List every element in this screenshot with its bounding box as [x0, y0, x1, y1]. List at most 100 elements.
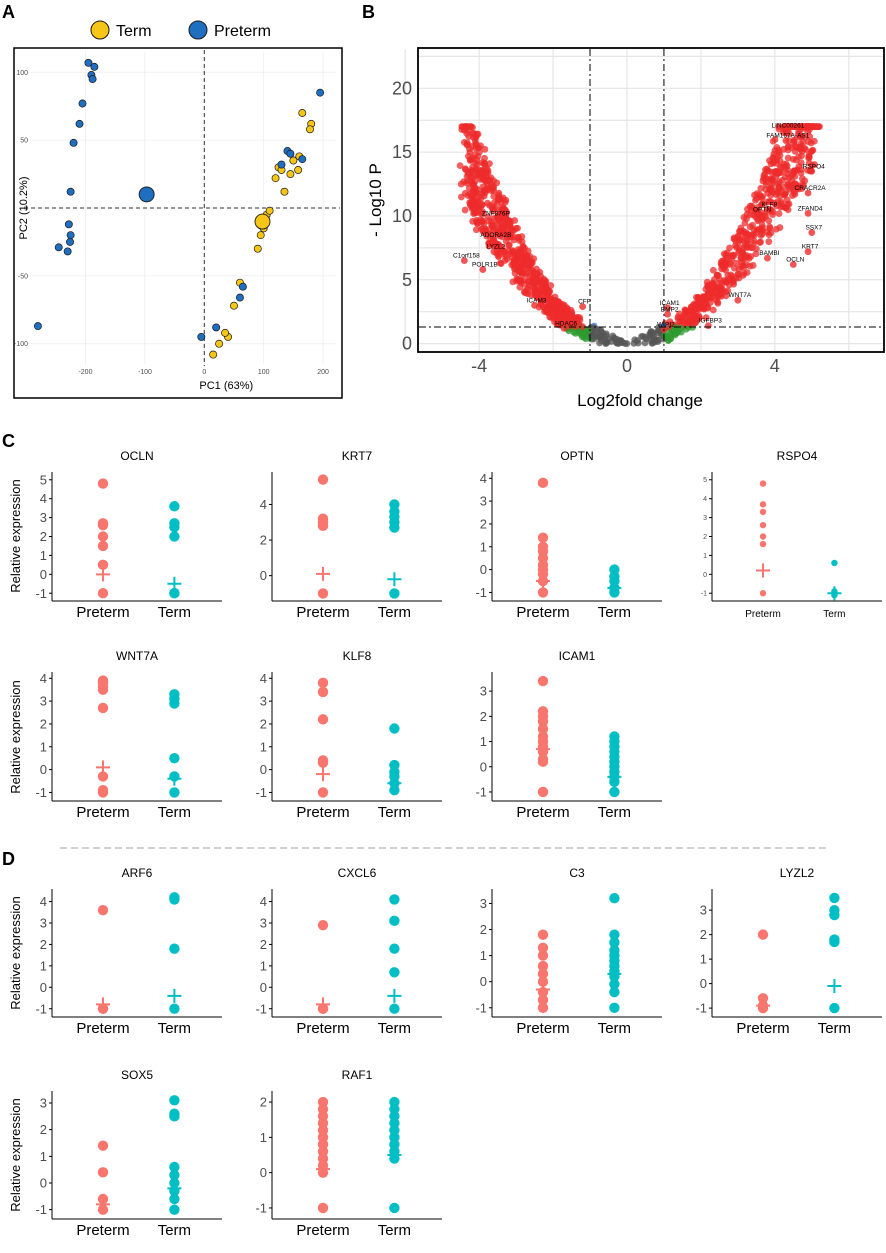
dotplot-y-tick-label: 3	[40, 694, 47, 709]
volcano-point	[542, 288, 550, 296]
dotplot-y-tick-label: 1	[40, 739, 47, 754]
dotplot-category-term: Term	[378, 1222, 411, 1239]
volcano-point	[724, 271, 732, 279]
volcano-point	[722, 278, 730, 285]
dotplot-y-tick-label: 3	[40, 510, 47, 525]
dotplot-point-preterm	[537, 960, 549, 972]
volcano-point	[469, 174, 477, 181]
volcano-point	[619, 339, 627, 347]
dotplot-point-preterm	[317, 686, 329, 698]
dotplot-y-tick-label: 1	[40, 548, 47, 563]
dotplot-y-tick-label: 3	[480, 684, 487, 699]
dotplot-point-preterm	[759, 521, 767, 529]
pca-y-tick-label: 0	[24, 206, 28, 213]
dotplot-y-tick-label: 0	[260, 568, 267, 583]
dotplot-y-tick-label: -1	[255, 1200, 267, 1215]
dotplot-category-preterm: Preterm	[76, 804, 129, 821]
volcano-point	[527, 261, 535, 268]
volcano-point	[521, 276, 528, 284]
dotplot-y-tick-label: 2	[260, 1095, 267, 1110]
volcano-point	[547, 314, 555, 321]
volcano-point	[806, 133, 814, 141]
dotplot-y-tick-label: 3	[700, 903, 707, 918]
pca-point-term	[280, 187, 289, 196]
pca-x-tick-label: 100	[258, 369, 270, 376]
volcano-point	[795, 128, 803, 136]
dotplot-point-preterm	[97, 540, 109, 552]
pca-x-tick-label: 0	[202, 369, 206, 376]
dotplot-point-preterm	[537, 950, 549, 961]
volcano-point	[771, 169, 779, 177]
dotplot-y-tick-label: 0	[480, 759, 487, 774]
volcano-point	[484, 213, 492, 221]
dotplot-point-preterm	[759, 480, 767, 487]
dotplot-category-term: Term	[598, 1020, 631, 1037]
dotplot-point-term	[169, 943, 180, 954]
dotplot-y-tick-label: 4	[40, 671, 47, 686]
volcano-gene-label: ICAM3	[527, 297, 547, 304]
volcano-gene-label: OCLN	[786, 256, 804, 263]
panel-d: ARF6 -1 0 1 2 3 4 Preterm Term CXCL6 -1 0 1 2 3 4 Preter…	[8, 866, 882, 1239]
volcano-point	[661, 332, 669, 339]
dotplot-category-preterm: Preterm	[516, 1020, 569, 1037]
volcano-point	[791, 180, 799, 187]
volcano-gene-label: ZFAND4	[798, 205, 823, 212]
dotplot-y-tick-label: 2	[40, 716, 47, 731]
dotplot-point-term	[609, 929, 620, 940]
volcano-point	[764, 198, 771, 206]
pca-point-preterm	[33, 322, 42, 331]
pca-frame	[13, 47, 343, 399]
pca-y-tick-label: -50	[18, 273, 28, 280]
dotplot-title: RAF1	[342, 1068, 373, 1082]
dotplot-y-tick-label: 1	[260, 739, 267, 754]
dotplot-point-term	[829, 892, 840, 904]
dotplot-point-term	[389, 522, 400, 533]
pca-point-preterm	[75, 119, 84, 128]
dotplot-point-term	[169, 894, 180, 905]
volcano-point	[752, 250, 760, 258]
volcano-y-tick-label: 10	[392, 206, 412, 226]
volcano-gene-label: WNT7A	[728, 292, 751, 299]
dotplot-point-term	[169, 1204, 180, 1215]
pca-point-preterm	[69, 138, 78, 147]
volcano-point	[759, 177, 767, 185]
volcano-point	[769, 159, 777, 167]
volcano-point	[784, 143, 792, 150]
dotplot-point-preterm	[317, 757, 329, 768]
dotplot-mean-term	[387, 572, 402, 587]
volcano-point	[808, 161, 816, 169]
dotplot-mean-preterm	[316, 997, 330, 1012]
dotplot-point-term	[389, 967, 400, 978]
volcano-point	[738, 235, 746, 243]
volcano-point	[754, 203, 762, 211]
dotplot-mean-preterm	[96, 760, 110, 775]
dotplot-category-preterm: Preterm	[296, 1222, 349, 1239]
dotplot-point-preterm	[317, 588, 329, 599]
volcano-gene-label: HDAC6	[555, 320, 577, 327]
volcano-label-point	[804, 248, 812, 256]
volcano-label-point	[490, 236, 498, 244]
panel-label-b: B	[362, 2, 375, 22]
volcano-point	[472, 133, 480, 141]
legend-term-label: Term	[116, 23, 152, 40]
dotplot-title: ARF6	[122, 866, 153, 880]
dotplot-y-tick-label: -1	[701, 591, 707, 598]
volcano-point	[709, 289, 716, 297]
volcano-point	[571, 318, 579, 326]
volcano-label-point	[460, 257, 468, 265]
volcano-point	[519, 244, 527, 251]
dotplot-y-tick-label: -1	[35, 1001, 47, 1016]
dotplot-category-preterm: Preterm	[296, 1020, 349, 1037]
dotplot-mean-term	[387, 776, 402, 791]
dotplot-point-term	[169, 698, 180, 709]
volcano-x-tick-label: 0	[622, 356, 632, 376]
dotplot-category-preterm: Preterm	[745, 609, 781, 620]
volcano-point	[462, 166, 469, 173]
dotplot-mean-term	[387, 1148, 402, 1162]
volcano-point	[541, 279, 549, 287]
volcano-point	[712, 283, 719, 291]
volcano-point	[776, 163, 784, 171]
dotplot-point-term	[169, 588, 180, 599]
volcano-point	[713, 271, 721, 279]
volcano-point	[461, 189, 469, 197]
